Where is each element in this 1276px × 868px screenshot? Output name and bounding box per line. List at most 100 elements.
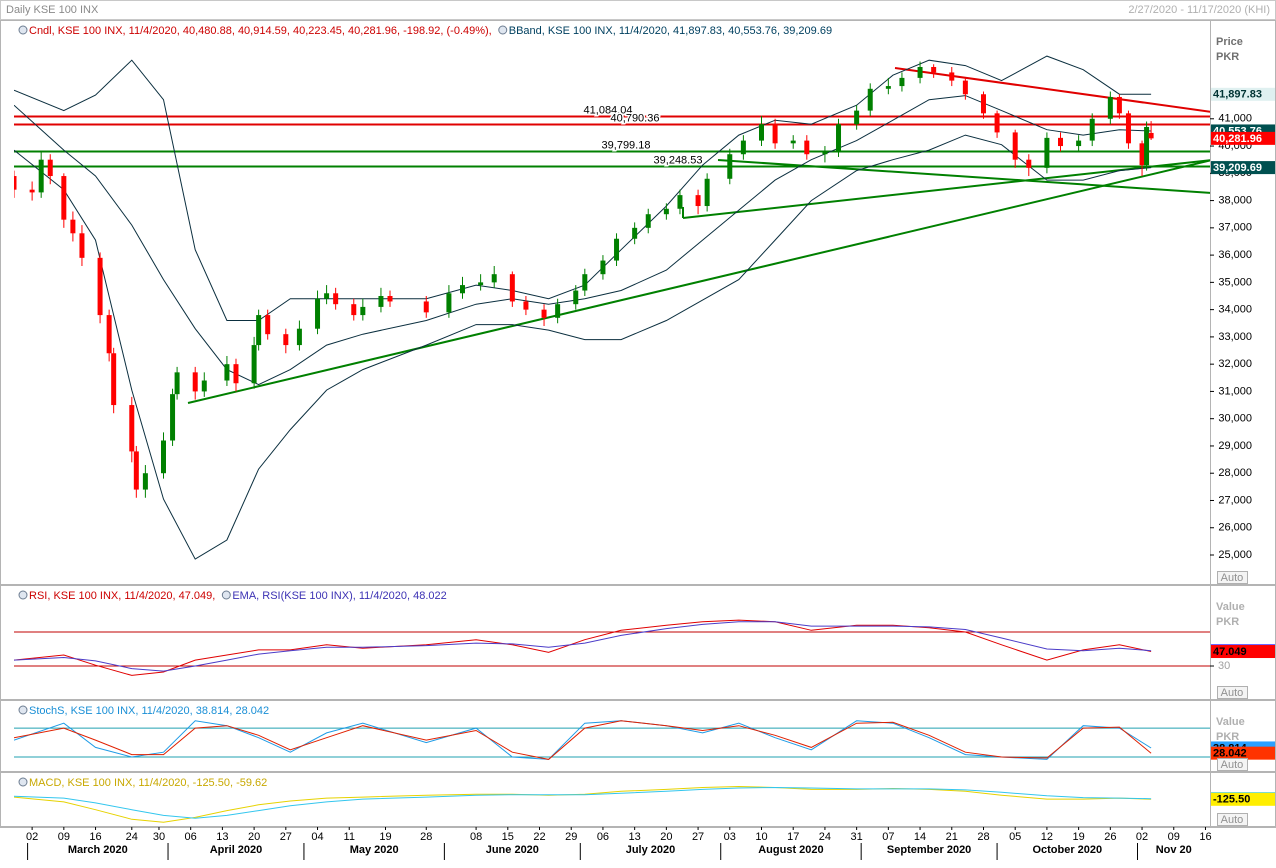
price-flag [1211,746,1275,760]
price-flag-label: 40,281.96 [1213,133,1262,145]
candle-body [315,298,321,329]
candle-body [582,274,588,291]
y-tick-label: 36,000 [1218,249,1252,261]
candle-body [283,334,289,346]
candle-body [29,189,35,193]
legend-icon [18,705,28,715]
legend-entry: RSI, KSE 100 INX, 11/4/2020, 47.049, [29,590,215,602]
candle-body [822,151,828,155]
x-tick-label: 14 [914,831,926,843]
trendline [187,159,1210,404]
indicator-line [14,786,1152,819]
auto-button[interactable] [1217,758,1248,771]
price-flag-label: 41,897.83 [1213,89,1262,101]
legend-icon [18,777,28,787]
y-tick-label: 31,000 [1218,385,1252,397]
x-tick-label: 07 [882,831,894,843]
x-tick-label: 30 [153,831,165,843]
auto-button[interactable] [1217,813,1248,826]
candle-body [378,296,384,307]
candle-body [491,274,497,283]
x-tick-label: 28 [420,831,432,843]
legend-entry: BBand, KSE 100 INX, 11/4/2020, 41,897.83… [509,25,832,37]
month-label: September 2020 [887,844,971,856]
month-label: October 2020 [1032,844,1102,856]
y-tick-label: 30,000 [1218,413,1252,425]
axis-title: PKR [1216,731,1239,743]
candle-body [949,72,955,81]
legend-entry: StochS, KSE 100 INX, 11/4/2020, 38.814, … [29,705,269,717]
x-tick-label: 17 [787,831,799,843]
candle-body [1076,140,1082,147]
x-tick-label: 24 [126,831,138,843]
indicator-line [14,720,1152,760]
candle-body [804,140,810,155]
candle-body [61,176,67,220]
axis-title: Price [1216,36,1243,48]
x-tick-label: 02 [26,831,38,843]
candle-body [836,124,842,152]
level-label: 39,248.53 [654,154,703,166]
x-tick-label: 24 [819,831,831,843]
x-tick-label: 27 [692,831,704,843]
axis-title: Value [1216,716,1245,728]
candle-body [387,296,393,302]
candle-body [129,405,135,452]
candle-body [142,473,148,490]
candle-body [265,315,271,335]
x-tick-label: 19 [1072,831,1084,843]
candle-body [47,159,53,177]
auto-button-label[interactable]: Auto [1221,687,1244,699]
y-tick-label: 27,000 [1218,494,1252,506]
candle-body [790,140,796,144]
candle-body [192,372,198,392]
candle-body [555,304,561,318]
candle-body [600,260,606,275]
candle-body [727,154,733,179]
axis-title: PKR [1216,51,1239,63]
indicator-line [14,619,1152,676]
y-tick-label: 38,000 [1218,194,1252,206]
candle-body [1125,113,1131,144]
candle-body [645,214,651,228]
price-flag [1211,792,1275,806]
month-label: June 2020 [486,844,539,856]
candle-body [174,372,180,395]
candle-body [201,380,207,392]
auto-button[interactable] [1217,571,1248,584]
x-tick-label: 16 [89,831,101,843]
auto-button-label[interactable]: Auto [1221,759,1244,771]
price-flag [1211,131,1275,145]
y-tick-label: 37,000 [1218,222,1252,234]
price-flag-label: 28.042 [1213,748,1247,760]
auto-button-label[interactable]: Auto [1221,572,1244,584]
candle-body [97,257,103,316]
candle-body [740,140,746,155]
legend-entry: EMA, RSI(KSE 100 INX), 11/4/2020, 48.022 [232,590,446,602]
y-tick-label: 33,000 [1218,331,1252,343]
candle-body [899,77,905,87]
y-tick-label: 28,000 [1218,467,1252,479]
month-label: July 2020 [626,844,676,856]
candle-body [632,227,638,239]
x-tick-label: 21 [946,831,958,843]
trendline [682,159,1210,219]
legend-icon [18,590,28,600]
candle-body [14,176,17,190]
candle-body [170,394,176,441]
auto-button-label[interactable]: Auto [1221,814,1244,826]
legend-icon [498,25,508,35]
candle-body [161,440,166,474]
auto-button[interactable] [1217,686,1248,699]
candle-body [224,364,230,381]
candle-body [1044,137,1050,168]
x-tick-label: 19 [379,831,391,843]
candle-body [133,451,139,490]
candle-body [509,274,515,302]
candle-body [296,328,302,346]
candle-body [106,315,112,354]
candle-body [1107,96,1113,119]
x-tick-label: 06 [597,831,609,843]
